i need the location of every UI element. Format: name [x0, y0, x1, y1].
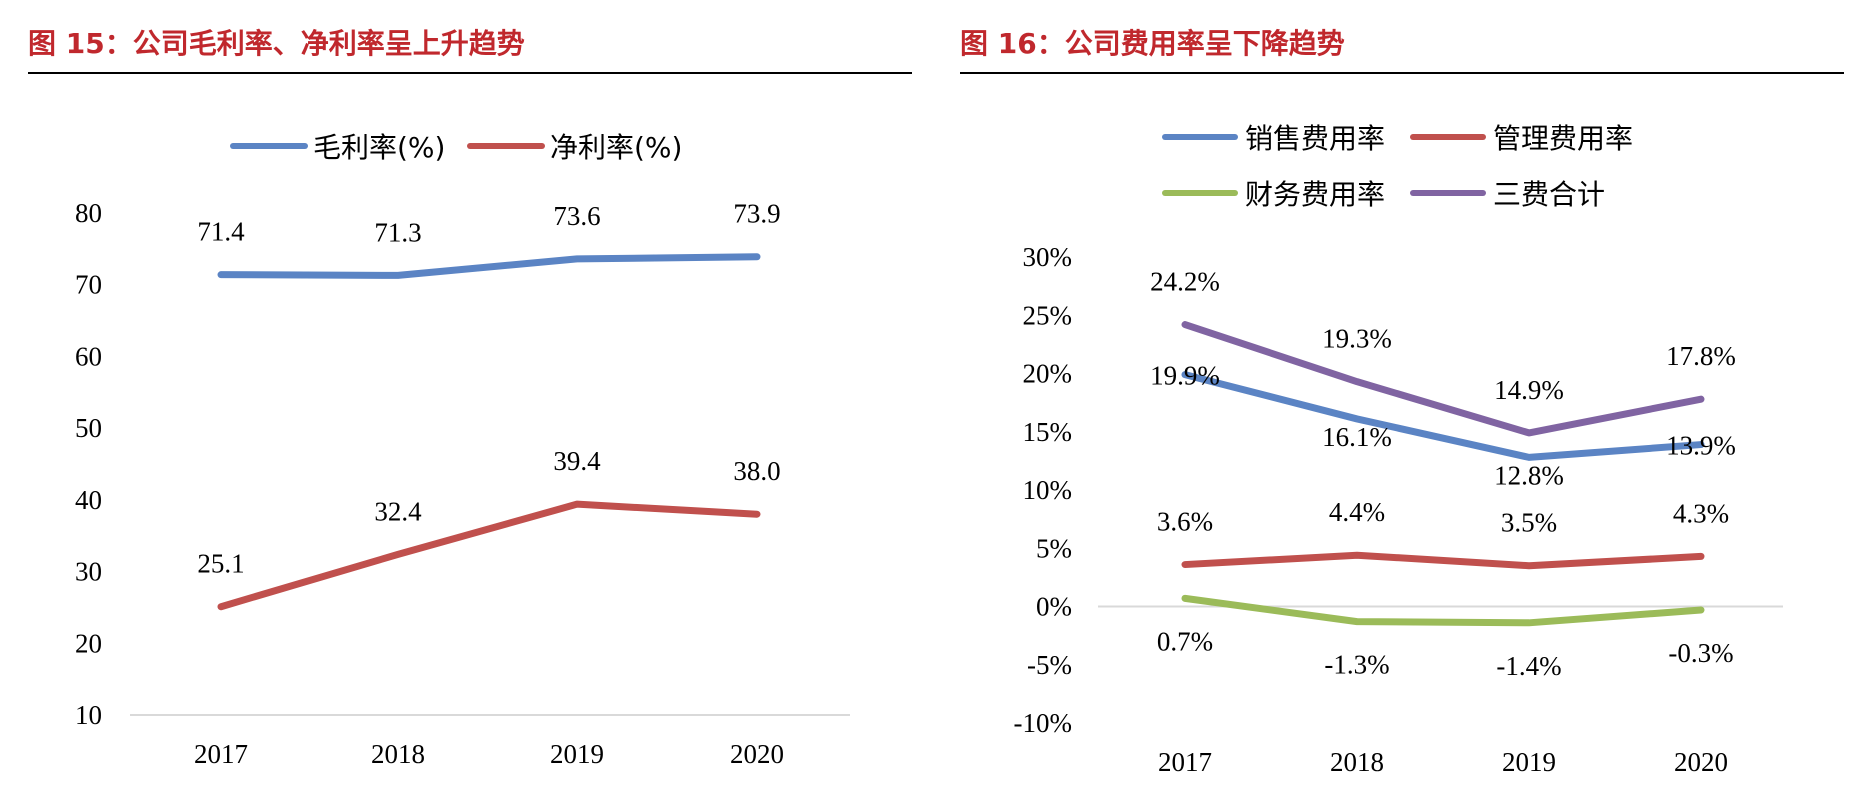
legend-label-1: 净利率(%)	[550, 131, 682, 164]
y-tick-label-6: 0%	[1036, 592, 1072, 622]
chart-gross-net-margin: 80 70 60 50 40 30 20 10 2017 2018 2019 2020 毛利率(%) 净利…	[75, 131, 850, 769]
data-label-s3-1: 19.3%	[1322, 324, 1392, 354]
data-label-s0-3: 13.9%	[1666, 431, 1736, 461]
data-label-s2-1: -1.3%	[1324, 650, 1389, 680]
series-line-1	[1181, 551, 1705, 570]
y-tick-label-0: 30%	[1023, 242, 1073, 272]
data-label-s1-0: 3.6%	[1157, 507, 1213, 537]
y-tick-label-3: 50	[75, 413, 102, 443]
data-label-s2-0: 0.7%	[1157, 626, 1213, 656]
y-tick-label-7: -5%	[1027, 650, 1072, 680]
data-label-s0-1: 71.3	[374, 217, 421, 247]
data-label-s0-0: 19.9%	[1150, 361, 1220, 391]
figure-15-title: 图 15：公司毛利率、净利率呈上升趋势	[28, 27, 525, 60]
data-label-s0-2: 12.8%	[1494, 460, 1564, 490]
legend-label-2: 财务费用率	[1245, 178, 1385, 211]
y-tick-label-5: 30	[75, 557, 102, 587]
x-tick-label-2020: 2020	[730, 739, 784, 769]
x-tick-label-2019: 2019	[1502, 747, 1556, 777]
legend-label-0: 毛利率(%)	[313, 131, 445, 164]
data-label-s2-3: -0.3%	[1668, 638, 1733, 668]
data-label-s1-3: 38.0	[733, 456, 780, 486]
x-tick-label-2017: 2017	[1158, 747, 1212, 777]
data-label-s1-3: 4.3%	[1673, 498, 1729, 528]
y-tick-label-5: 5%	[1036, 533, 1072, 563]
series-line-3	[1181, 321, 1705, 437]
series-line-0	[217, 253, 761, 279]
data-label-s0-2: 73.6	[553, 201, 600, 231]
figure-16-title: 图 16：公司费用率呈下降趋势	[960, 27, 1345, 60]
legend-label-0: 销售费用率	[1245, 122, 1385, 155]
legend-label-3: 三费合计	[1493, 178, 1605, 211]
data-label-s3-0: 24.2%	[1150, 267, 1220, 297]
legend-label-1: 管理费用率	[1493, 122, 1633, 155]
x-tick-label-2020: 2020	[1674, 747, 1728, 777]
y-tick-label-7: 10	[75, 700, 102, 730]
x-tick-label-2017: 2017	[194, 739, 248, 769]
data-label-s0-1: 16.1%	[1322, 422, 1392, 452]
y-tick-label-0: 80	[75, 198, 102, 228]
x-tick-label-2018: 2018	[371, 739, 425, 769]
y-tick-label-1: 25%	[1023, 300, 1073, 330]
series-line-0	[1181, 371, 1705, 461]
y-tick-label-2: 20%	[1023, 359, 1073, 389]
series-line-2	[1181, 594, 1705, 627]
y-tick-label-4: 40	[75, 485, 102, 515]
y-tick-label-2: 60	[75, 341, 102, 371]
data-label-s0-0: 71.4	[197, 217, 245, 247]
figure-15-rule	[28, 72, 912, 74]
data-label-s1-2: 39.4	[553, 446, 601, 476]
x-tick-label-2018: 2018	[1330, 747, 1384, 777]
data-label-s0-3: 73.9	[733, 199, 780, 229]
data-label-s3-3: 17.8%	[1666, 341, 1736, 371]
y-tick-label-3: 15%	[1023, 417, 1073, 447]
data-label-s1-1: 32.4	[374, 496, 422, 526]
x-tick-label-2019: 2019	[550, 739, 604, 769]
chart-expense-ratios: 30% 25% 20% 15% 10% 5% 0% -5% -10% 2017 2018 2019 20…	[1014, 122, 1783, 777]
data-label-s1-1: 4.4%	[1329, 497, 1385, 527]
y-tick-label-6: 20	[75, 628, 102, 658]
data-label-s2-2: -1.4%	[1496, 651, 1561, 681]
data-label-s3-2: 14.9%	[1494, 375, 1564, 405]
y-tick-label-4: 10%	[1023, 475, 1073, 505]
data-label-s1-2: 3.5%	[1501, 508, 1557, 538]
figure-16-rule	[960, 72, 1844, 74]
data-label-s1-0: 25.1	[197, 549, 244, 579]
y-tick-label-1: 70	[75, 270, 102, 300]
series-line-1	[217, 500, 761, 611]
y-tick-label-8: -10%	[1014, 708, 1072, 738]
